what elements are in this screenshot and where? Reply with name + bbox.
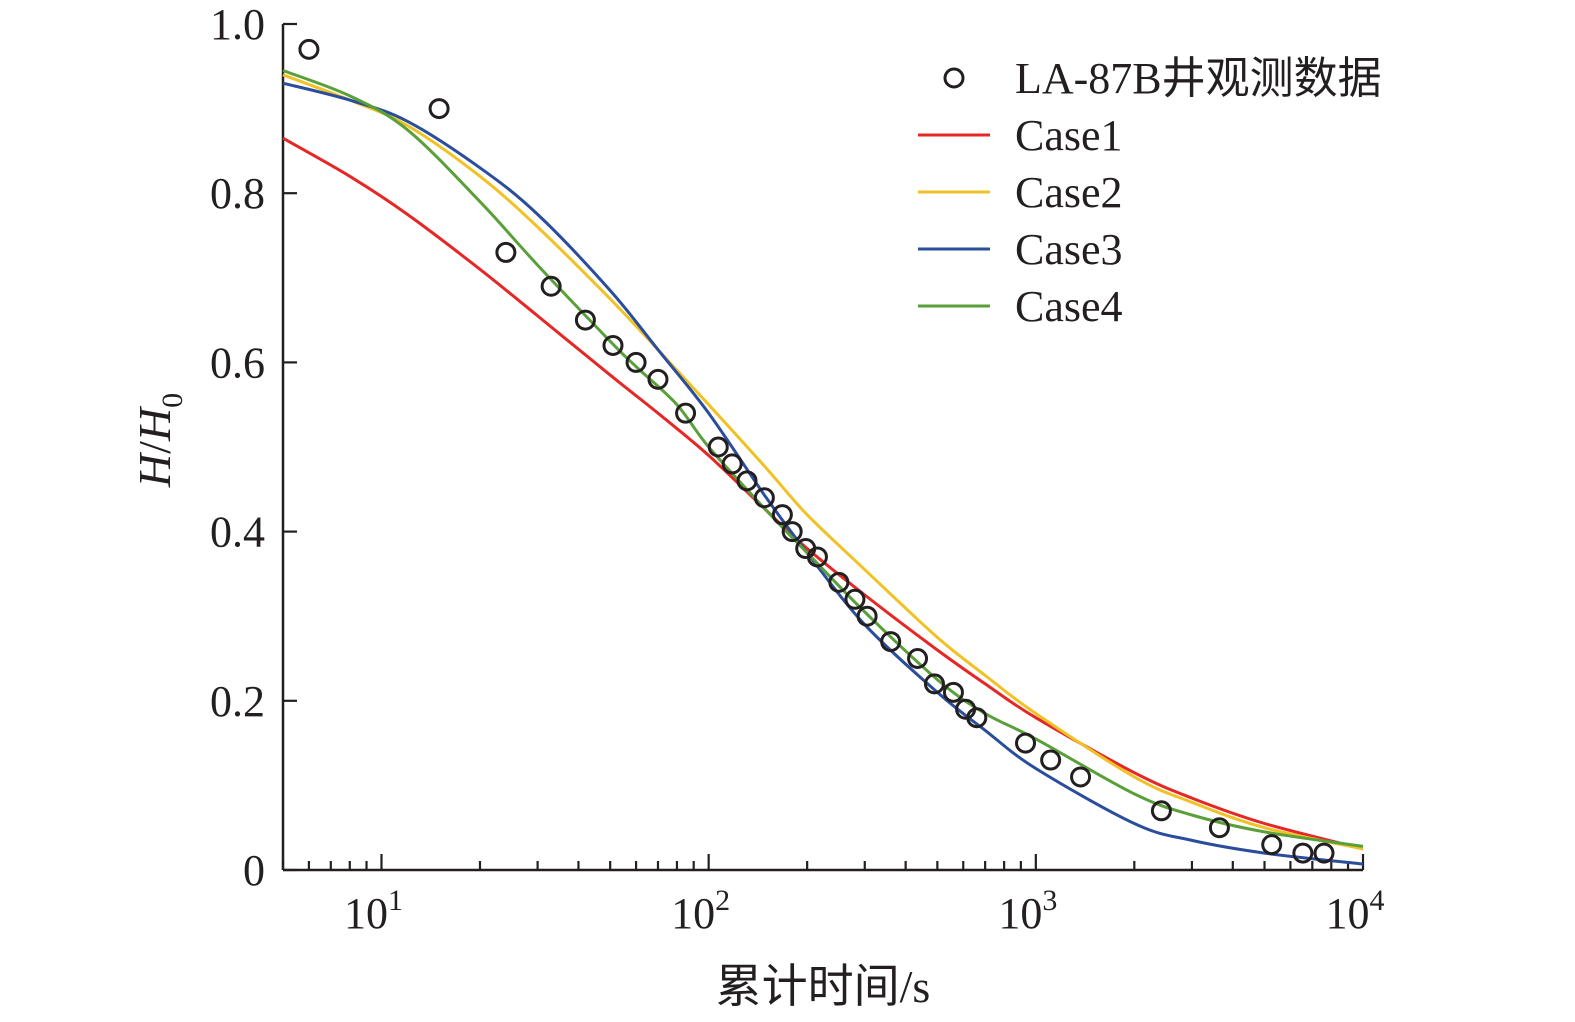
observed-point	[1292, 842, 1314, 864]
series-curves	[282, 69, 1364, 866]
axes	[281, 24, 1363, 872]
y-tick-label: 0.8	[210, 169, 265, 218]
observed-point	[907, 648, 929, 669]
x-tick-label-base: 10	[344, 889, 388, 938]
series-line-case1	[282, 136, 1364, 851]
observed-point	[771, 504, 793, 526]
y-axis-title: H/H0	[129, 393, 189, 488]
observed-point	[1261, 834, 1283, 856]
y-tick-label: 0	[243, 846, 265, 895]
x-tick-label-exponent: 4	[1370, 884, 1385, 917]
legend-label-observed: LA-87B井观测数据	[1015, 54, 1382, 103]
ticks	[281, 22, 1365, 872]
x-tick-label: 101	[344, 884, 403, 938]
y-tick-label: 1.0	[210, 0, 265, 49]
observed-point	[574, 309, 596, 331]
observed-point	[736, 470, 758, 492]
x-tick-label-exponent: 3	[1042, 884, 1057, 917]
observed-point	[828, 571, 850, 593]
observed-point	[1208, 817, 1230, 839]
observed-point	[856, 605, 878, 627]
observed-point	[428, 98, 450, 120]
observed-point	[1070, 766, 1092, 788]
y-axis-title-subscript: 0	[156, 393, 189, 408]
x-tick-label: 102	[671, 884, 730, 938]
x-tick-label: 103	[998, 884, 1057, 938]
observed-point	[602, 334, 624, 356]
legend: LA-87B井观测数据 Case1 Case2 Case3 Case4	[918, 54, 1382, 331]
y-axis-title-numerator: H	[129, 451, 180, 488]
observed-point	[880, 631, 902, 653]
legend-label-case3: Case3	[1015, 225, 1123, 274]
series-line-case2	[282, 73, 1364, 851]
observed-point	[753, 487, 775, 509]
observed-point	[721, 453, 743, 475]
y-axis-title-denominator: H	[129, 405, 180, 442]
observed-point	[1040, 749, 1062, 771]
observed-point	[540, 275, 562, 297]
y-tick-label: 0.6	[210, 338, 265, 387]
observed-point	[675, 402, 697, 424]
x-tick-label-exponent: 1	[388, 884, 403, 917]
y-axis-title-separator: /	[129, 441, 180, 454]
observed-point	[1015, 732, 1037, 754]
series-line-case3	[282, 81, 1364, 866]
x-tick-label-base: 10	[998, 889, 1042, 938]
legend-label-case4: Case4	[1015, 282, 1123, 331]
y-tick-label: 0.2	[210, 677, 265, 726]
observed-point	[298, 38, 320, 60]
x-tick-label-base: 10	[671, 889, 715, 938]
series-line-case4	[282, 69, 1364, 848]
y-tick-label: 0.4	[210, 508, 265, 557]
observed-point	[923, 673, 945, 695]
legend-marker-observed	[943, 67, 965, 89]
x-tick-label-base: 10	[1326, 889, 1370, 938]
observed-point	[1150, 800, 1172, 822]
x-axis-title: 累计时间/s	[716, 961, 931, 1012]
legend-label-case1: Case1	[1015, 111, 1123, 160]
observed-point	[966, 707, 988, 729]
observed-point	[806, 546, 828, 568]
legend-label-case2: Case2	[1015, 168, 1123, 217]
observed-point	[1313, 842, 1335, 864]
observed-markers	[298, 38, 1335, 864]
observed-point	[844, 588, 866, 610]
x-tick-label-exponent: 2	[715, 884, 730, 917]
x-tick-label: 104	[1326, 884, 1385, 938]
observed-point	[707, 436, 729, 458]
observed-point	[647, 368, 669, 390]
observed-point	[495, 241, 517, 263]
observed-point	[781, 521, 803, 543]
observed-point	[942, 681, 964, 703]
observed-point	[625, 351, 647, 373]
